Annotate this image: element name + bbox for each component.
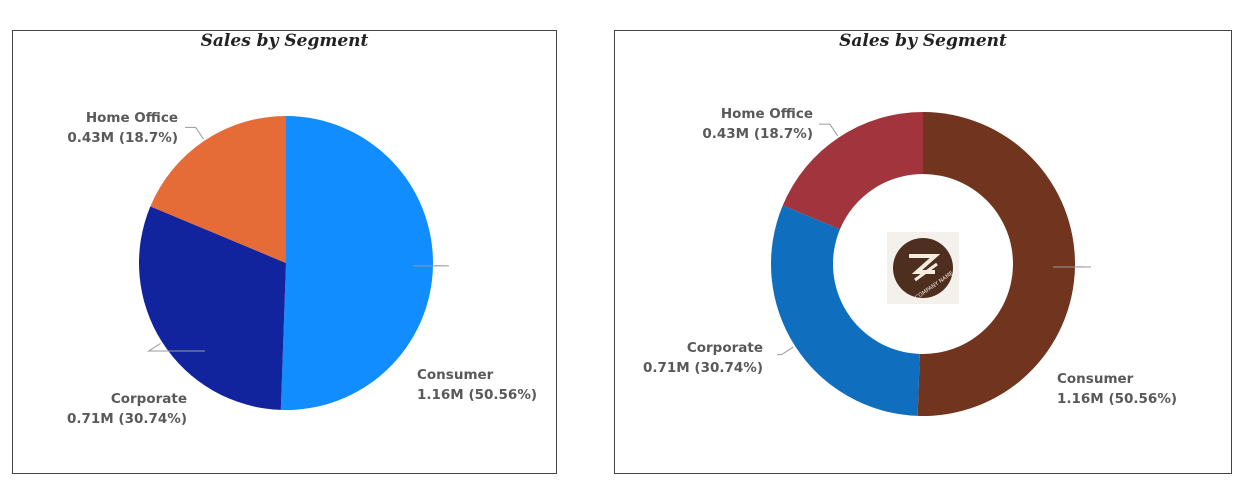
data-label-name: Consumer [1057, 371, 1134, 387]
pie-chart: Consumer 1.16M (50.56%) Corporate 0.71M (30… [67, 110, 537, 427]
slice-corporate[interactable] [139, 206, 286, 410]
leader-line-home-office [819, 123, 839, 137]
data-label-name: Consumer [417, 367, 494, 383]
donut-chart: Consumer 1.16M (50.56%) Corporate 0.71M (30… [643, 106, 1177, 417]
data-label-value: 0.71M (30.74%) [643, 360, 763, 376]
chart-title: Sales by Segment [200, 31, 369, 51]
slice-consumer[interactable] [280, 116, 433, 410]
slice-corporate[interactable] [771, 205, 920, 416]
slice-consumer[interactable] [917, 112, 1075, 417]
data-label-name: Home Office [721, 106, 813, 122]
leader-line-corporate [777, 346, 794, 356]
pie-chart-panel: Sales by Segment Consumer 1.16M (50.56%) C… [12, 30, 557, 474]
data-label-name: Corporate [687, 340, 763, 356]
leader-line-corporate [147, 342, 205, 352]
data-label-value: 0.43M (18.7%) [702, 126, 813, 142]
data-label-value: 1.16M (50.56%) [1057, 391, 1177, 407]
leader-line-home-office [185, 126, 204, 140]
data-label-value: 1.16M (50.56%) [417, 387, 537, 403]
chart-title: Sales by Segment [839, 31, 1007, 51]
data-label-name: Corporate [111, 391, 187, 407]
data-label-value: 0.43M (18.7%) [67, 130, 178, 146]
data-label-name: Home Office [86, 110, 178, 126]
data-label-value: 0.71M (30.74%) [67, 411, 187, 427]
slice-home-office[interactable] [150, 116, 286, 263]
company-logo-icon: COMPANY NAME [887, 232, 959, 304]
donut-chart-panel: Sales by Segment Consumer 1.16M (50.56%) C… [614, 30, 1232, 474]
slice-home-office[interactable] [782, 112, 923, 230]
